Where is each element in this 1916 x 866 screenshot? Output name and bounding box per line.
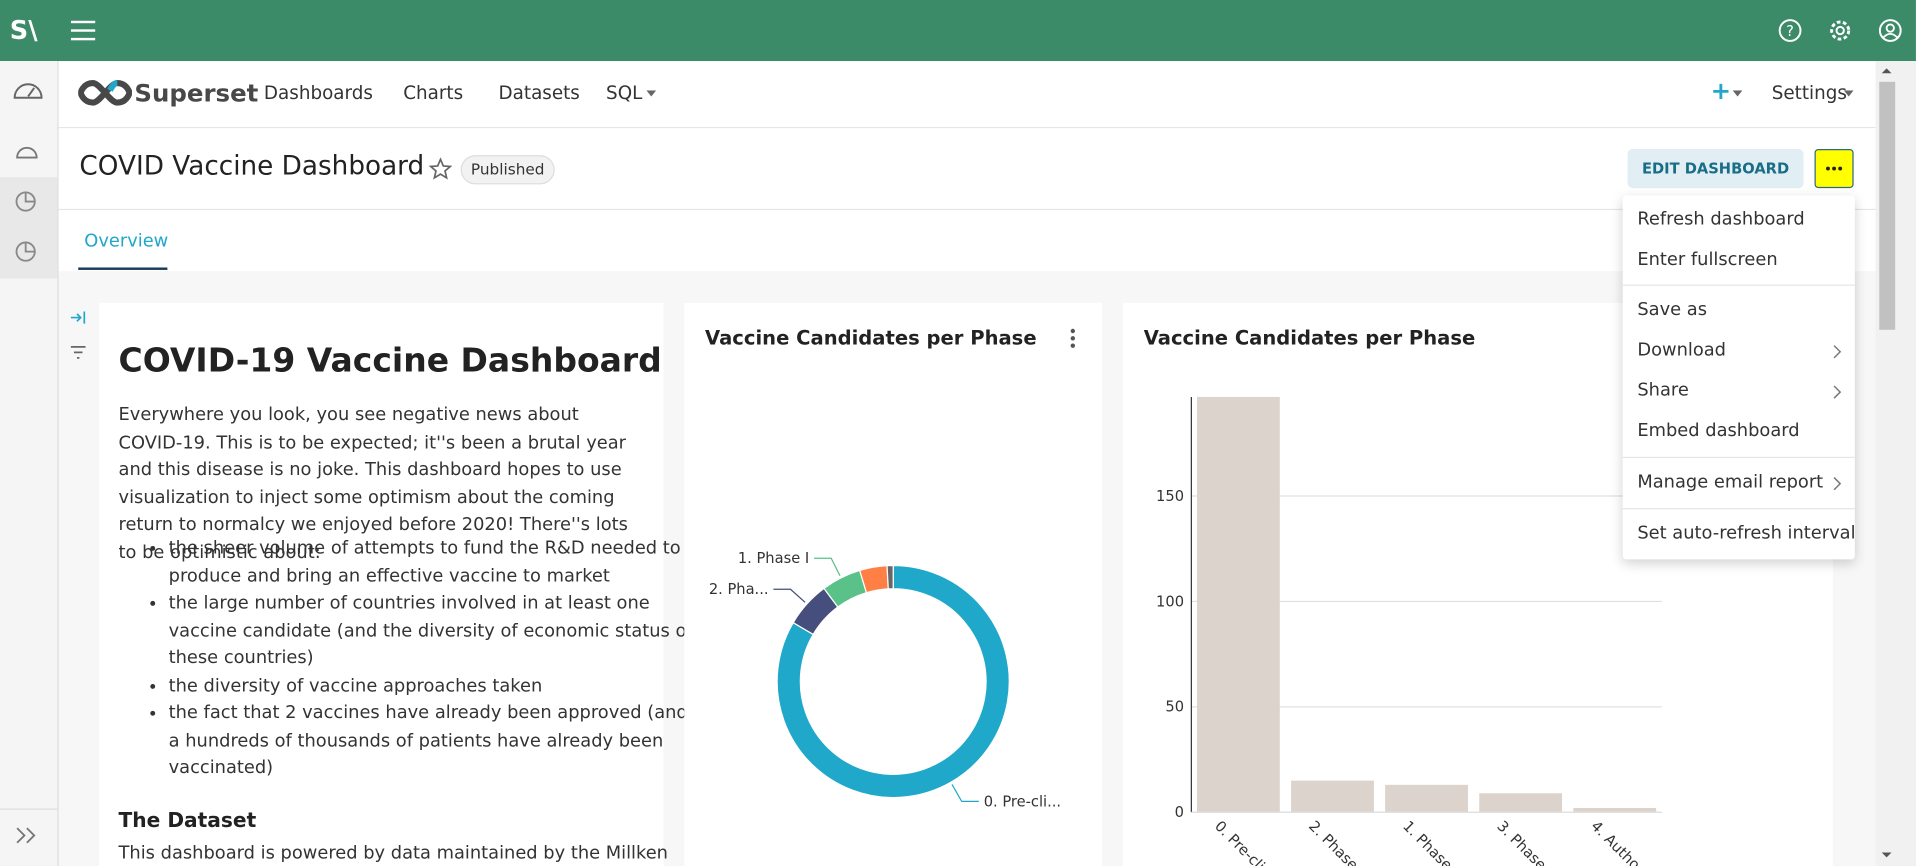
- menu-item[interactable]: Enter fullscreen: [1637, 249, 1778, 270]
- submenu-arrow: [1833, 345, 1842, 359]
- slice-label: 1. Phase I: [738, 550, 809, 567]
- help-icon[interactable]: ?: [1778, 18, 1802, 42]
- bar: [1291, 780, 1374, 813]
- dashboard-title[interactable]: COVID Vaccine Dashboard: [79, 151, 425, 182]
- submenu-arrow: [1833, 477, 1842, 491]
- bar: [1479, 793, 1563, 813]
- dropdown-menu: Refresh dashboard Enter fullscreen Save …: [1622, 195, 1856, 560]
- bar: [1196, 396, 1280, 813]
- brand-name[interactable]: Superset: [134, 78, 259, 108]
- bar: [1385, 784, 1468, 813]
- sidebar: [0, 61, 59, 866]
- chart-title: Vaccine Candidates per Phase: [705, 326, 1037, 350]
- caret: [1843, 90, 1854, 97]
- y-tick-label: 100: [1156, 593, 1184, 610]
- y-tick-label: 150: [1156, 488, 1184, 505]
- top-bar: S\ ?: [0, 0, 1916, 62]
- menu-toggle[interactable]: [70, 20, 96, 42]
- slice-label: 2. Pha...: [709, 581, 769, 598]
- leader-line: [814, 557, 841, 576]
- list-item: the large number of countries involved i…: [169, 590, 694, 672]
- menu-item[interactable]: Save as: [1637, 299, 1708, 321]
- user-icon[interactable]: [1878, 18, 1902, 42]
- favorite-star[interactable]: [428, 157, 453, 180]
- x-tick-label: 1. Phase: [1399, 818, 1455, 866]
- charts-icon[interactable]: [15, 191, 37, 213]
- svg-text:?: ?: [1786, 23, 1794, 40]
- dashboard-icon[interactable]: [11, 77, 45, 104]
- list-item: the diversity of vaccine approaches take…: [169, 672, 694, 699]
- nav-link[interactable]: Datasets: [498, 81, 580, 104]
- caret: [646, 90, 657, 97]
- x-tick-label: 0. Pre-cli: [1211, 818, 1268, 866]
- pie-slice: [886, 564, 894, 590]
- scrollbar[interactable]: [1875, 61, 1916, 866]
- x-tick-label: 2. Phase: [1305, 818, 1361, 866]
- expand-icon[interactable]: [15, 826, 39, 846]
- y-tick-label: 50: [1165, 699, 1184, 716]
- nav-link[interactable]: Charts: [403, 81, 464, 104]
- app-logo[interactable]: S\: [10, 15, 47, 47]
- menu-item[interactable]: Set auto-refresh interval: [1637, 522, 1856, 544]
- more-button[interactable]: [1814, 149, 1854, 189]
- settings-menu[interactable]: Settings: [1771, 81, 1847, 104]
- charts-icon[interactable]: [15, 241, 37, 263]
- bar-chart: 0 50 100 150 0. Pre-cli 2. Phase 1. Phase 3. Ph…: [1156, 396, 1662, 866]
- chart-card: Vaccine Candidates per Phase 0. Pre-cli.…: [684, 302, 1103, 866]
- x-tick-label: 3. Phase: [1493, 818, 1549, 866]
- bar: [1573, 808, 1657, 813]
- caret: [1732, 90, 1743, 97]
- settings-icon[interactable]: [1828, 18, 1852, 42]
- nav-bar: [58, 61, 1876, 129]
- pie-slice: [776, 564, 1010, 799]
- status-badge[interactable]: Published: [460, 155, 555, 185]
- markdown-text: This dashboard is powered by data mainta…: [118, 842, 668, 864]
- markdown-card: COVID-19 Vaccine Dashboard Everywhere yo…: [98, 302, 693, 866]
- edit-dashboard-button[interactable]: EDIT DASHBOARD: [1627, 149, 1804, 189]
- add-button[interactable]: +: [1710, 75, 1732, 106]
- chart-menu[interactable]: [1068, 327, 1078, 349]
- tab[interactable]: Overview: [84, 230, 169, 252]
- collapse-filters[interactable]: [70, 309, 87, 326]
- list-item: the sheer volume of attempts to fund the…: [169, 535, 694, 590]
- menu-item[interactable]: Refresh dashboard: [1637, 208, 1805, 230]
- chart-title: Vaccine Candidates per Phase: [1143, 326, 1476, 350]
- submenu-arrow: [1833, 385, 1842, 399]
- markdown-list: the sheer volume of attempts to fund the…: [119, 535, 695, 782]
- markdown-heading: COVID-19 Vaccine Dashboard: [118, 341, 662, 380]
- menu-item[interactable]: Embed dashboard: [1637, 420, 1800, 441]
- pie-chart: 0. Pre-cli... 2. Pha... 1. Phase I: [709, 550, 1061, 810]
- dashboards-icon[interactable]: [15, 142, 39, 162]
- svg-text:S\: S\: [10, 16, 38, 46]
- tab-bar: [58, 210, 1876, 272]
- x-tick-label: 4. Authori: [1587, 818, 1650, 866]
- nav-link[interactable]: SQL: [606, 81, 643, 104]
- brand-logo[interactable]: [78, 78, 132, 107]
- list-item: the fact that 2 vaccines have already be…: [169, 700, 694, 782]
- nav-link[interactable]: Dashboards: [263, 81, 373, 104]
- leader-line: [951, 784, 979, 802]
- markdown-subheading: The Dataset: [118, 808, 257, 832]
- menu-item[interactable]: Share: [1637, 379, 1689, 401]
- markdown-paragraph: Everywhere you look, you see negative ne…: [118, 404, 628, 563]
- menu-item[interactable]: Download: [1637, 339, 1726, 361]
- y-tick-label: 0: [1175, 804, 1184, 821]
- dashboard-header: [58, 128, 1876, 211]
- filter-icon[interactable]: [70, 344, 87, 361]
- leader-line: [773, 588, 806, 603]
- slice-label: 0. Pre-cli...: [984, 793, 1061, 810]
- menu-item[interactable]: Manage email report: [1637, 471, 1824, 493]
